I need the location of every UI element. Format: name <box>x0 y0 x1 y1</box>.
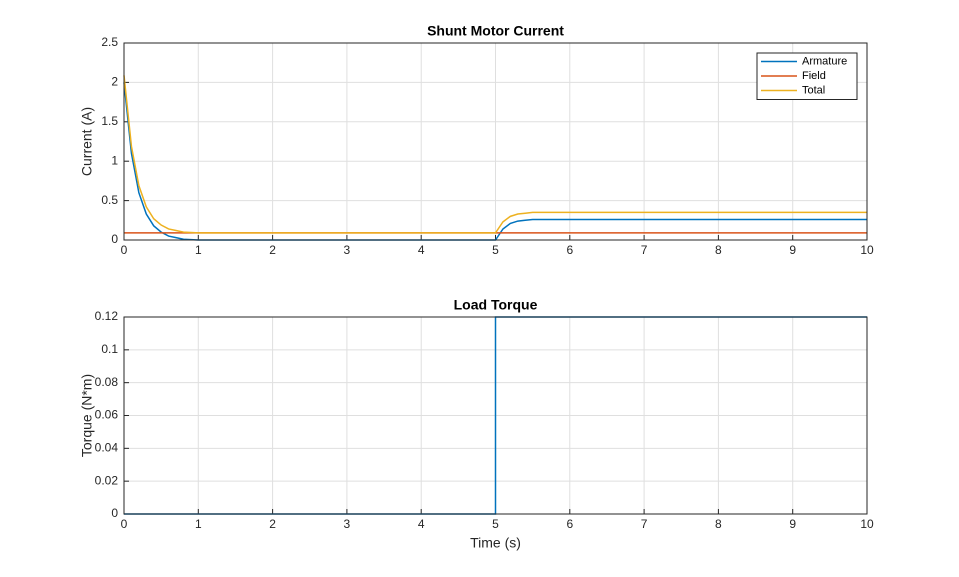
x-tick-label: 6 <box>566 243 573 257</box>
x-tick-label: 4 <box>418 517 425 531</box>
x-tick-label: 1 <box>195 517 202 531</box>
x-tick-label: 6 <box>566 517 573 531</box>
x-axis-label: Time (s) <box>470 535 521 551</box>
legend: Armature Field Total <box>756 52 858 100</box>
x-tick-label: 0 <box>121 517 128 531</box>
x-tick-label: 5 <box>492 517 499 531</box>
y-axis-label: Torque (N*m) <box>79 374 95 457</box>
axes-box <box>123 42 868 241</box>
legend-label: Field <box>802 70 826 82</box>
x-tick-label: 5 <box>492 243 499 257</box>
x-tick-label: 8 <box>715 517 722 531</box>
x-tick-label: 8 <box>715 243 722 257</box>
chart-title: Shunt Motor Current <box>427 23 564 39</box>
x-tick-label: 0 <box>121 243 128 257</box>
x-tick-label: 9 <box>789 517 796 531</box>
y-tick-label: 2 <box>111 75 118 89</box>
y-tick-label: 0.5 <box>101 193 118 207</box>
y-tick-label: 2.5 <box>101 35 118 49</box>
x-tick-label: 3 <box>344 243 351 257</box>
x-tick-label: 10 <box>860 517 874 531</box>
chart-title: Load Torque <box>454 297 538 313</box>
y-tick-label: 1 <box>111 153 118 167</box>
y-tick-label: 0 <box>111 506 118 520</box>
y-tick-label: 0 <box>111 232 118 246</box>
y-tick-label: 1.5 <box>101 114 118 128</box>
y-axis-label: Current (A) <box>79 107 95 176</box>
x-tick-label: 3 <box>344 517 351 531</box>
axes-box <box>123 316 868 515</box>
x-tick-label: 2 <box>269 243 276 257</box>
y-tick-label: 0.04 <box>95 441 119 455</box>
y-tick-label: 0.1 <box>101 342 118 356</box>
legend-label: Armature <box>802 55 847 67</box>
y-tick-label: 0.08 <box>95 375 119 389</box>
x-tick-label: 4 <box>418 243 425 257</box>
x-tick-label: 1 <box>195 243 202 257</box>
legend-label: Total <box>802 84 825 96</box>
x-tick-label: 7 <box>641 517 648 531</box>
x-tick-label: 2 <box>269 517 276 531</box>
y-tick-label: 0.02 <box>95 473 119 487</box>
x-tick-label: 7 <box>641 243 648 257</box>
y-tick-label: 0.06 <box>95 408 119 422</box>
y-tick-label: 0.12 <box>95 309 119 323</box>
x-tick-label: 9 <box>789 243 796 257</box>
x-tick-label: 10 <box>860 243 874 257</box>
data-line <box>123 75 867 234</box>
